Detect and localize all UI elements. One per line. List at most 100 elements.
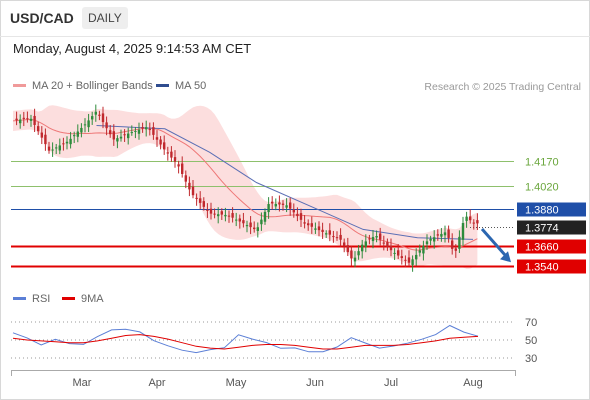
candle-body <box>310 223 313 227</box>
legend-rsi: RSI <box>13 293 50 305</box>
candle-body <box>469 216 472 221</box>
candle-body <box>271 201 274 204</box>
level-label-1.3540: 1.3540 <box>525 262 559 274</box>
rsi-label: RSI <box>32 293 51 305</box>
candle-body <box>145 127 148 130</box>
x-tick-May: May <box>226 377 247 389</box>
forecast-arrow-shaft <box>480 228 509 259</box>
candle-body <box>379 233 382 240</box>
candle-body <box>209 208 213 214</box>
timeframe-button[interactable]: DAILY <box>82 7 128 29</box>
candle-body <box>238 218 241 222</box>
candle-body <box>321 229 324 232</box>
candle-body <box>253 227 256 230</box>
candle-body <box>235 219 238 221</box>
candle-body <box>65 141 69 144</box>
candle-body <box>26 118 29 120</box>
candle-body <box>357 251 360 256</box>
candle-body <box>15 118 18 121</box>
ma50-swatch <box>156 83 169 87</box>
forecast-arrow-head <box>500 251 511 263</box>
candle-body <box>177 164 180 167</box>
rsi-swatch <box>13 296 26 300</box>
candle-body <box>29 118 33 121</box>
level-label-1.4170: 1.4170 <box>525 157 559 169</box>
candle-body <box>87 120 90 128</box>
candle-body <box>224 214 227 217</box>
candle-body <box>141 127 144 129</box>
level-label-1.4020: 1.4020 <box>525 182 559 194</box>
rsi-line <box>12 324 479 354</box>
candle-body <box>188 182 191 190</box>
x-tick-Jun: Jun <box>306 377 324 389</box>
candle-body <box>263 211 267 222</box>
candle-body <box>137 129 141 134</box>
candle-body <box>134 130 137 132</box>
candle-body <box>159 139 162 145</box>
candle-body <box>317 226 321 231</box>
candle-body <box>191 186 195 196</box>
candle-body <box>181 163 184 174</box>
candle-body <box>199 198 202 203</box>
candle-body <box>361 244 364 252</box>
candle-body <box>443 232 447 236</box>
candle-body <box>195 197 198 199</box>
candle-body <box>278 202 281 205</box>
candle-body <box>123 134 126 136</box>
candle-body <box>101 113 105 123</box>
candle-body <box>231 213 234 218</box>
candle-body <box>217 214 220 217</box>
candle-body <box>256 227 259 231</box>
ma50-label: MA 50 <box>175 80 207 92</box>
candle-body <box>447 229 450 238</box>
candle-body <box>55 147 58 149</box>
candle-body <box>260 219 263 225</box>
candle-body <box>350 250 353 259</box>
candle-body <box>407 257 411 263</box>
candle-body <box>429 238 432 241</box>
candle-body <box>400 256 403 259</box>
candle-body <box>19 119 22 124</box>
candle-body <box>40 132 43 138</box>
candle-body <box>451 240 454 249</box>
candle-body <box>173 157 177 162</box>
candle-body <box>152 127 155 135</box>
candle-body <box>307 223 310 226</box>
candle-body <box>91 116 94 120</box>
candle-body <box>98 114 101 116</box>
candle-body <box>299 213 303 220</box>
candle-body <box>109 130 112 135</box>
candle-body <box>386 242 389 247</box>
candle-body <box>51 149 54 151</box>
ma50-line <box>96 125 474 240</box>
candle-body <box>461 223 465 240</box>
level-tag-1.3774 <box>517 220 586 235</box>
research-credit: Research © 2025 Trading Central <box>424 81 581 93</box>
candle-body <box>83 124 87 126</box>
candle-body <box>76 131 79 137</box>
level-label-1.3880: 1.3880 <box>525 205 559 217</box>
candle-body <box>472 222 475 224</box>
candle-body <box>389 245 393 251</box>
level-label-1.3660: 1.3660 <box>525 242 559 254</box>
candle-body <box>202 201 205 207</box>
level-tag-1.3540 <box>517 259 586 274</box>
candle-body <box>267 204 270 213</box>
level-tag-1.3660 <box>517 239 586 254</box>
candle-body <box>292 209 295 213</box>
ma20-label: MA 20 + Bollinger Bands <box>32 80 153 92</box>
candle-body <box>170 151 173 158</box>
candle-body <box>364 241 367 247</box>
legend-ma50: MA 50 <box>156 80 206 92</box>
candle-body <box>37 126 40 132</box>
candle-body <box>289 202 292 209</box>
candle-body <box>404 259 407 261</box>
candle-body <box>393 252 396 254</box>
candle-body <box>166 152 169 154</box>
candle-body <box>335 237 339 239</box>
candle-body <box>105 122 108 129</box>
candle-body <box>58 145 61 151</box>
rsi-ma-label: 9MA <box>81 293 104 305</box>
candle-body <box>422 245 425 254</box>
